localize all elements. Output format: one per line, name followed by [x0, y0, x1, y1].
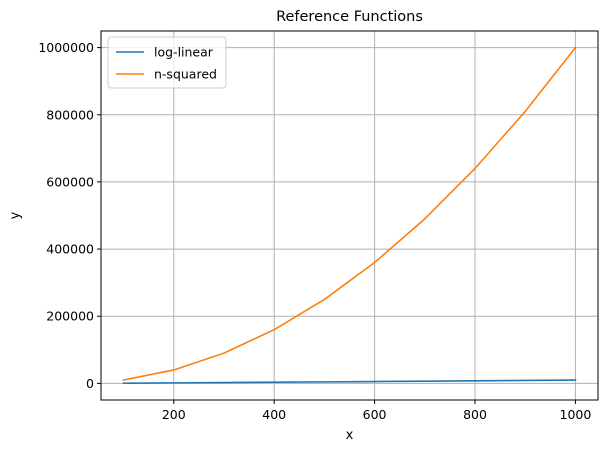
x-tick-label: 400 — [262, 407, 286, 422]
legend-box — [107, 36, 227, 89]
series-lines — [122, 46, 577, 384]
legend-label: n-squared — [154, 67, 217, 82]
x-tick-label: 600 — [363, 407, 387, 422]
series-line-log-linear — [122, 379, 577, 384]
x-axis-label: x — [346, 428, 354, 443]
y-tick-label: 1000000 — [38, 40, 94, 55]
x-tick-label: 1000 — [560, 407, 592, 422]
legend-label: log-linear — [154, 45, 214, 60]
axis-ticks: 200 400 600 800 1000 0 200000 400000 600000 80000… — [38, 40, 591, 422]
y-tick-label: 400000 — [46, 242, 94, 257]
plot-frame — [100, 30, 599, 401]
y-tick-label: 600000 — [46, 174, 94, 189]
grid — [101, 31, 598, 400]
x-tick-label: 800 — [463, 407, 487, 422]
legend: log-linear n-squared — [107, 36, 227, 89]
y-axis-label: y — [8, 211, 23, 219]
series-line-n-squared — [122, 46, 577, 381]
x-tick-label: 200 — [162, 407, 186, 422]
y-tick-label: 0 — [86, 376, 94, 391]
chart-title: Reference Functions — [276, 9, 423, 25]
y-tick-label: 200000 — [46, 309, 94, 324]
y-tick-label: 800000 — [46, 107, 94, 122]
